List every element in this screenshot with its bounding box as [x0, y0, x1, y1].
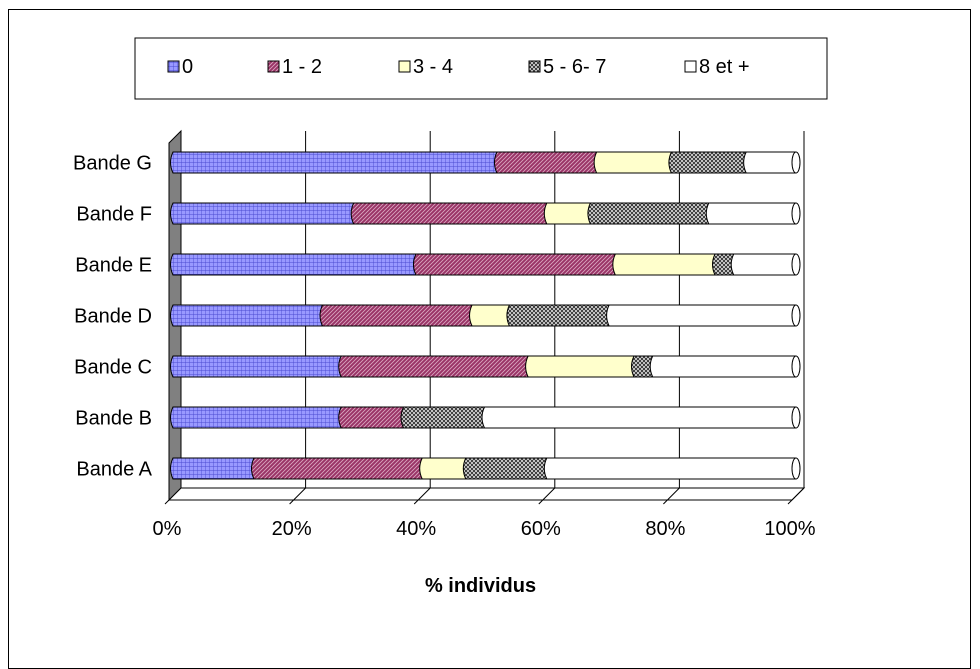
tick-mark-100 — [787, 499, 793, 505]
bar-segment-bande-g-5-6-7 — [668, 151, 750, 174]
legend-label-0: 0 — [182, 56, 193, 78]
bar-segment-bande-f-0 — [170, 202, 357, 225]
legend-label-3-4: 3 - 4 — [413, 56, 453, 78]
chart-frame: 0% 20% 40% 60% 80% 100% Bande A Bande B Bande C… — [8, 9, 971, 669]
bar-segment-bande-d-8-et — [606, 304, 799, 327]
bar-end-cap-bande-f — [791, 202, 801, 225]
bar-end-cap-bande-g — [791, 151, 801, 174]
x-tick-label-80: 80% — [645, 518, 685, 540]
x-tick-label-40: 40% — [396, 518, 436, 540]
x-tick-label-100: 100% — [764, 518, 815, 540]
y-category-label-bande-b: Bande B — [75, 408, 152, 430]
legend-entry-3-4: 3 - 4 — [398, 56, 453, 78]
x-tick-label-20: 20% — [272, 518, 312, 540]
floor-line-100 — [791, 487, 805, 501]
bar-segment-bande-d-3-4 — [469, 304, 513, 327]
bar-segment-bande-d-1-2 — [319, 304, 476, 327]
floor-line-60 — [542, 487, 556, 501]
legend-entry-0: 0 — [167, 56, 193, 78]
y-category-label-bande-g: Bande G — [73, 153, 152, 175]
legend-swatch-5-6-7 — [528, 60, 541, 73]
bar-segment-bande-b-5-6-7 — [400, 406, 488, 429]
legend-entry-1-2: 1 - 2 — [267, 56, 322, 78]
bar-segment-bande-d-5-6-7 — [506, 304, 613, 327]
bar-segment-bande-a-0 — [170, 457, 257, 480]
bar-segment-bande-c-0 — [170, 355, 345, 378]
bar-segment-bande-d-0 — [170, 304, 326, 327]
legend-swatch-3-4 — [398, 60, 411, 73]
stacked-bar-chart: 0% 20% 40% 60% 80% 100% Bande A Bande B Bande C… — [73, 37, 828, 597]
tick-mark-80 — [663, 499, 668, 505]
bars — [170, 151, 801, 480]
bar-segment-bande-a-1-2 — [250, 457, 426, 480]
x-tick-label-0: 0% — [153, 518, 182, 540]
bar-end-cap-bande-a — [791, 457, 801, 480]
legend: 0 1 - 2 3 - 4 5 - 6- 7 8 et + — [134, 37, 828, 100]
bar-segment-bande-f-3-4 — [543, 202, 594, 225]
bar-segment-bande-a-8-et — [543, 457, 799, 480]
tick-mark-20 — [289, 499, 294, 505]
legend-entry-5-6-7: 5 - 6- 7 — [528, 56, 606, 78]
y-category-label-bande-d: Bande D — [74, 306, 152, 328]
floor-line-20 — [293, 487, 306, 501]
bar-segment-bande-b-8-et — [481, 406, 799, 429]
floor-line-40 — [417, 487, 431, 501]
bar-end-cap-bande-b — [791, 406, 801, 429]
bar-segment-bande-g-3-4 — [593, 151, 675, 174]
bar-segment-bande-e-3-4 — [612, 253, 719, 276]
bar-segment-bande-b-1-2 — [338, 406, 407, 429]
legend-label-1-2: 1 - 2 — [282, 56, 322, 78]
bar-segment-bande-e-1-2 — [412, 253, 619, 276]
legend-label-5-6-7: 5 - 6- 7 — [543, 56, 606, 78]
bar-segment-bande-f-8-et — [705, 202, 799, 225]
y-category-label-bande-f: Bande F — [76, 204, 152, 226]
bar-segment-bande-e-8-et — [730, 253, 799, 276]
bar-end-cap-bande-d — [791, 304, 801, 327]
legend-swatch-0 — [167, 60, 180, 73]
y-category-label-bande-e: Bande E — [75, 255, 152, 277]
bar-segment-bande-e-0 — [170, 253, 419, 276]
bar-segment-bande-b-0 — [170, 406, 345, 429]
legend-box — [134, 37, 828, 100]
bar-segment-bande-g-8-et — [743, 151, 799, 174]
bar-segment-bande-g-0 — [170, 151, 500, 174]
legend-swatch-8-et — [684, 60, 697, 73]
bar-end-cap-bande-c — [791, 355, 801, 378]
y-category-label-bande-c: Bande C — [74, 357, 152, 379]
bar-segment-bande-a-5-6-7 — [462, 457, 550, 480]
y-category-label-bande-a: Bande A — [76, 459, 152, 481]
tick-mark-0 — [164, 499, 170, 505]
legend-entry-8-et: 8 et + — [684, 56, 750, 78]
bar-segment-bande-c-1-2 — [338, 355, 532, 378]
bar-segment-bande-f-5-6-7 — [587, 202, 712, 225]
x-tick-label-60: 60% — [521, 518, 561, 540]
x-axis-title: % individus — [425, 575, 536, 597]
bar-segment-bande-g-1-2 — [493, 151, 600, 174]
bar-segment-bande-a-3-4 — [419, 457, 469, 480]
bar-segment-bande-f-1-2 — [350, 202, 550, 225]
bar-segment-bande-c-8-et — [649, 355, 799, 378]
tick-mark-40 — [413, 499, 419, 505]
tick-mark-60 — [538, 499, 544, 505]
y-axis-category-labels: Bande A Bande B Bande C Bande D Bande E Bande… — [73, 153, 153, 481]
legend-label-8-et: 8 et + — [699, 56, 750, 78]
bar-end-cap-bande-e — [791, 253, 801, 276]
floor-line-80 — [667, 487, 680, 501]
bar-segment-bande-c-3-4 — [525, 355, 638, 378]
legend-swatch-1-2 — [267, 60, 280, 73]
x-axis-ticks: 0% 20% 40% 60% 80% 100% — [153, 499, 816, 540]
